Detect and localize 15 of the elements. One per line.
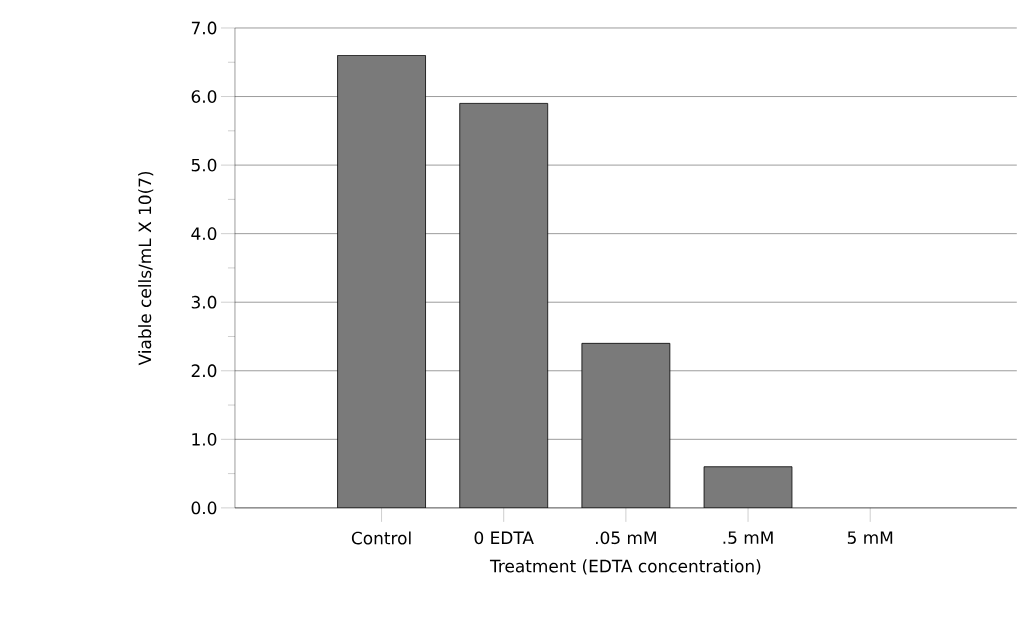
x-axis-title: Treatment (EDTA concentration) — [489, 559, 761, 575]
x-tick-label: Control — [351, 531, 411, 545]
x-tick-label: .5 mM — [723, 531, 773, 545]
x-tick-label: 0 EDTA — [474, 531, 534, 545]
y-tick-label: 0.0 — [191, 501, 217, 515]
y-tick-label: 6.0 — [191, 90, 217, 103]
y-tick-label: 7.0 — [191, 21, 217, 35]
y-tick-label: 4.0 — [191, 227, 217, 241]
y-tick-label: 3.0 — [191, 295, 217, 309]
y-axis-title: Viable cells/mL X 10(7) — [138, 171, 154, 366]
y-tick-label: 2.0 — [191, 364, 217, 378]
y-tick-label: 1.0 — [192, 432, 217, 446]
y-tick-label: 5.0 — [191, 158, 217, 172]
x-tick-label: 5 mM — [847, 531, 893, 545]
x-tick-label: .05 mM — [595, 531, 656, 545]
